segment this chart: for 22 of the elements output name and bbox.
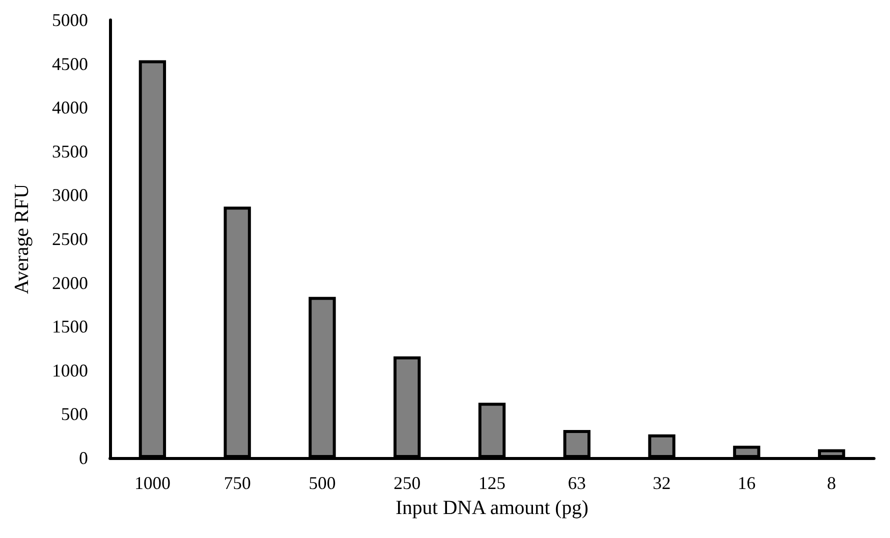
y-tick-label: 4500 xyxy=(52,54,88,74)
x-tick-label: 1000 xyxy=(134,473,170,493)
y-tick-label: 1500 xyxy=(52,316,88,337)
x-tick-label: 16 xyxy=(738,473,756,493)
x-tick-label: 8 xyxy=(827,473,836,493)
x-axis-title: Input DNA amount (pg) xyxy=(396,497,588,519)
y-tick-label: 3500 xyxy=(52,141,88,162)
y-tick-label: 4000 xyxy=(52,98,88,118)
x-tick-label: 32 xyxy=(652,473,671,493)
x-tick-label: 125 xyxy=(478,473,506,493)
x-tick-label: 500 xyxy=(308,473,336,493)
y-tick-label: 3000 xyxy=(52,185,88,206)
x-tick-label: 63 xyxy=(568,473,586,493)
y-tick-label: 2500 xyxy=(52,229,88,249)
x-tick-label: 750 xyxy=(224,473,251,493)
y-tick-label: 1000 xyxy=(52,360,88,380)
y-axis-title: Average RFU xyxy=(11,183,33,294)
y-tick-label: 500 xyxy=(61,404,88,424)
y-tick-label: 5000 xyxy=(52,10,88,30)
y-tick-label: 0 xyxy=(79,448,88,468)
y-tick-label: 2000 xyxy=(52,272,88,293)
x-tick-label: 250 xyxy=(394,473,421,493)
